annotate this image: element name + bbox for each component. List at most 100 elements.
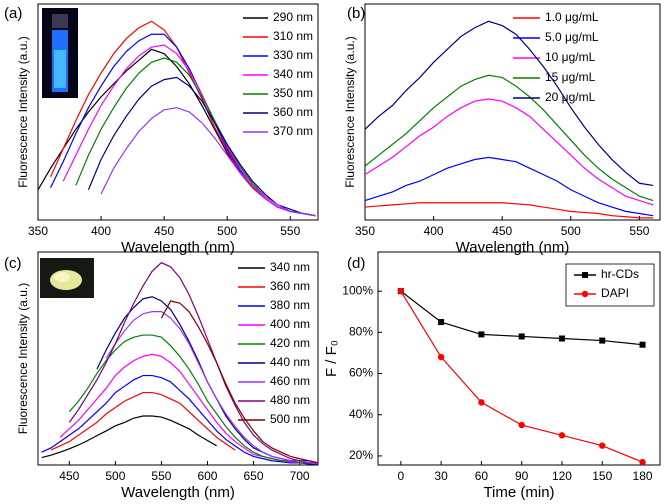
legend-label: 370 nm bbox=[273, 124, 313, 138]
legend-label: 480 nm bbox=[270, 393, 310, 407]
x-tick-label: 60 bbox=[475, 469, 489, 483]
series-line bbox=[50, 391, 236, 451]
legend-label: 340 nm bbox=[270, 260, 310, 274]
data-point bbox=[478, 399, 485, 406]
legend-label: 360 nm bbox=[270, 279, 310, 293]
series-line bbox=[364, 202, 654, 219]
legend-label: 5.0 μg/mL bbox=[545, 30, 599, 44]
panel-label: (d) bbox=[347, 255, 365, 272]
x-tick-label: 550 bbox=[151, 469, 171, 483]
x-axis-label: Time (min) bbox=[483, 484, 554, 501]
legend-label: 20 μg/mL bbox=[545, 90, 596, 104]
x-tick-label: 450 bbox=[154, 224, 174, 238]
x-axis-label: Wavelength (nm) bbox=[121, 239, 235, 256]
legend-label: 310 nm bbox=[273, 29, 313, 43]
legend-label: 500 nm bbox=[270, 412, 310, 426]
data-point bbox=[518, 421, 525, 429]
legend-label: DAPI bbox=[601, 286, 629, 300]
legend-label: 440 nm bbox=[270, 355, 310, 369]
inset-powder bbox=[40, 258, 94, 298]
x-tick-label: 500 bbox=[217, 224, 237, 238]
series-line bbox=[364, 74, 654, 202]
series-line bbox=[364, 20, 654, 187]
plot-frame bbox=[377, 251, 661, 466]
legend-label: 360 nm bbox=[273, 105, 313, 119]
data-point bbox=[599, 442, 606, 449]
y-tick-label: 60% bbox=[349, 366, 373, 380]
inset-vial bbox=[42, 8, 78, 98]
panel-label: (a) bbox=[4, 5, 22, 22]
x-tick-label: 150 bbox=[592, 469, 612, 483]
x-tick-label: 700 bbox=[290, 469, 310, 483]
panel-label: (b) bbox=[347, 5, 365, 22]
y-axis-label: Fluorescence Intensity (a.u.) bbox=[16, 36, 30, 187]
legend-label: 350 nm bbox=[273, 86, 313, 100]
x-tick-label: 500 bbox=[105, 469, 125, 483]
legend-label: 290 nm bbox=[273, 10, 313, 24]
x-tick-label: 400 bbox=[424, 224, 444, 238]
data-point bbox=[397, 287, 405, 295]
x-tick-label: 0 bbox=[397, 469, 404, 483]
x-tick-label: 350 bbox=[355, 224, 375, 238]
legend-label: 1.0 μg/mL bbox=[545, 10, 599, 24]
y-tick-label: 20% bbox=[349, 448, 373, 462]
y-tick-label: 100% bbox=[342, 283, 373, 297]
data-point bbox=[518, 333, 525, 340]
x-tick-label: 180 bbox=[633, 469, 653, 483]
data-point bbox=[478, 331, 485, 338]
data-point bbox=[639, 458, 646, 466]
plot-frame bbox=[364, 3, 661, 221]
legend-marker bbox=[581, 290, 589, 298]
y-tick-label: 40% bbox=[349, 407, 373, 421]
x-tick-label: 450 bbox=[492, 224, 512, 238]
data-point bbox=[558, 432, 566, 439]
x-tick-label: 90 bbox=[515, 469, 529, 483]
data-point bbox=[639, 341, 646, 348]
x-tick-label: 500 bbox=[561, 224, 581, 238]
series-line bbox=[160, 300, 319, 464]
series-line bbox=[68, 334, 318, 464]
x-axis-label: Wavelength (nm) bbox=[121, 484, 235, 501]
x-axis-label: Wavelength (nm) bbox=[456, 239, 570, 256]
y-axis-label: F / F₀ bbox=[323, 340, 340, 377]
x-tick-label: 550 bbox=[280, 224, 300, 238]
series-line bbox=[105, 311, 318, 464]
data-point bbox=[558, 335, 565, 342]
legend-marker bbox=[582, 272, 588, 278]
plot-frame bbox=[37, 3, 319, 221]
x-tick-label: 550 bbox=[629, 224, 649, 238]
y-axis-label: Fluorescence Intensity (a.u.) bbox=[16, 283, 30, 434]
legend-box bbox=[565, 263, 655, 307]
series-line bbox=[364, 156, 654, 217]
legend-label: 10 μg/mL bbox=[545, 50, 596, 64]
series-line bbox=[400, 290, 643, 463]
legend-label: hr-CDs bbox=[601, 267, 639, 281]
x-tick-label: 650 bbox=[244, 469, 264, 483]
x-tick-label: 30 bbox=[434, 469, 448, 483]
legend-label: 460 nm bbox=[270, 374, 310, 388]
x-tick-label: 600 bbox=[197, 469, 217, 483]
series-line bbox=[41, 374, 318, 465]
x-tick-label: 350 bbox=[28, 224, 48, 238]
legend-label: 330 nm bbox=[273, 48, 313, 62]
plot-frame bbox=[37, 251, 319, 466]
x-tick-label: 450 bbox=[59, 469, 79, 483]
series-line bbox=[100, 107, 316, 217]
legend-label: 380 nm bbox=[270, 298, 310, 312]
legend-label: 420 nm bbox=[270, 336, 310, 350]
series-line bbox=[41, 415, 217, 459]
series-line bbox=[364, 98, 654, 206]
legend-label: 15 μg/mL bbox=[545, 70, 596, 84]
x-tick-label: 400 bbox=[91, 224, 111, 238]
legend-label: 400 nm bbox=[270, 317, 310, 331]
data-point bbox=[599, 337, 606, 344]
panel-label: (c) bbox=[4, 255, 22, 272]
data-point bbox=[438, 319, 445, 326]
y-axis-label: Fluorescence Intensity (a.u.) bbox=[343, 36, 357, 187]
legend-label: 340 nm bbox=[273, 67, 313, 81]
series-line bbox=[68, 261, 319, 464]
data-point bbox=[437, 353, 445, 361]
series-line bbox=[62, 44, 316, 217]
y-tick-label: 80% bbox=[349, 325, 373, 339]
